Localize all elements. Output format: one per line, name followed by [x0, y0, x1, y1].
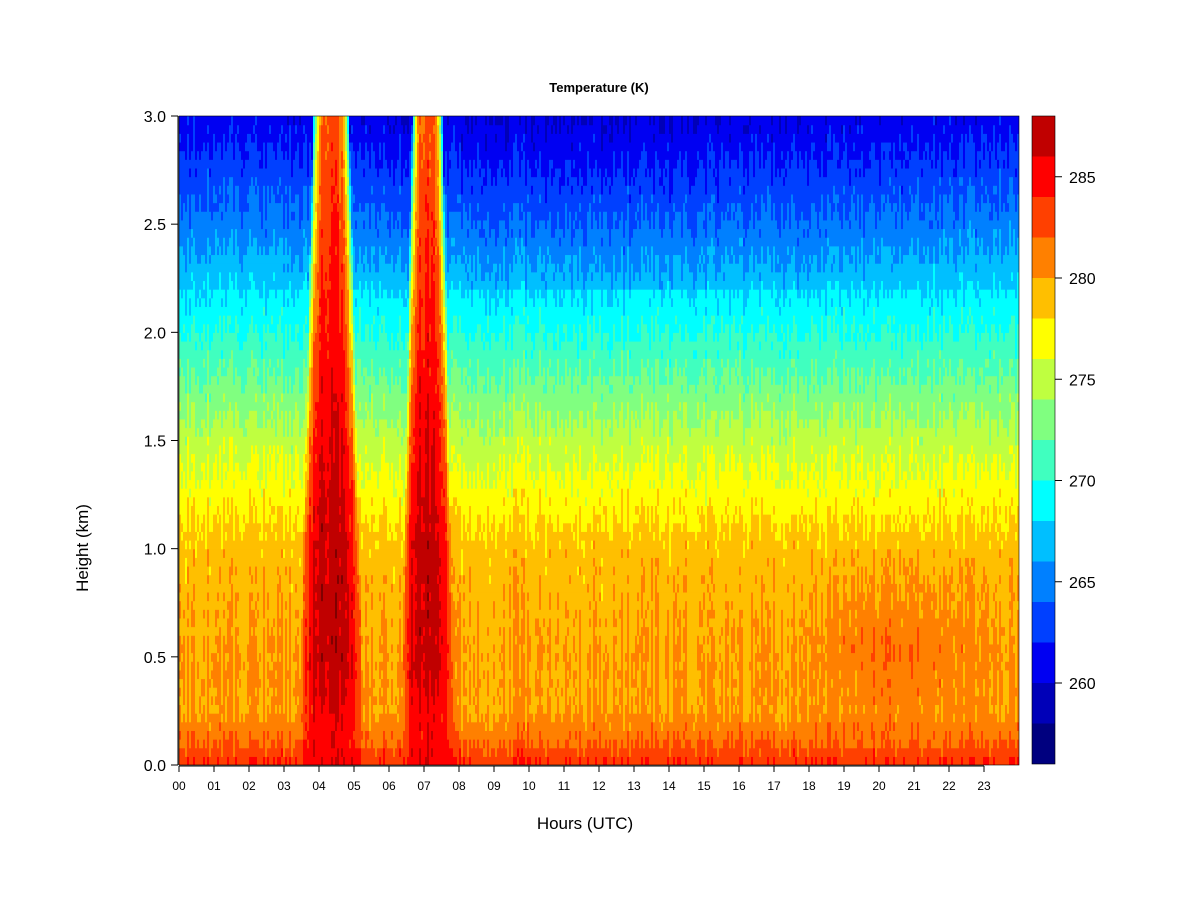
heatmap-plot-area: [179, 116, 1020, 766]
chart-title: Temperature (K): [549, 80, 648, 95]
